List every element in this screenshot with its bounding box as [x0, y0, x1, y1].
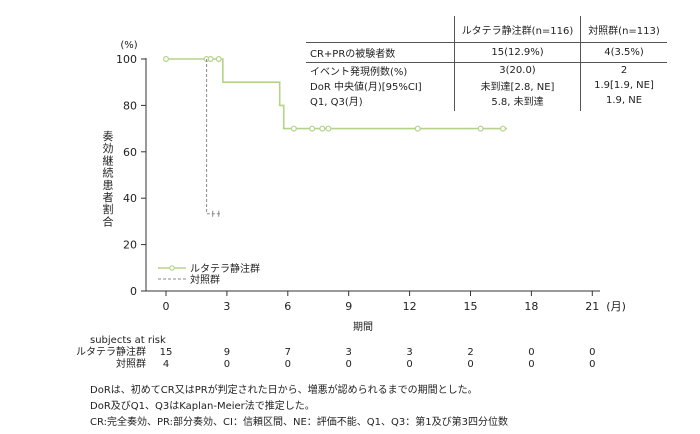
censor-mark-0	[477, 125, 484, 132]
x-tick-label: 3	[223, 300, 230, 313]
risk-cell: 0	[528, 347, 534, 358]
x-tick-label: 6	[284, 300, 291, 313]
row-label-cr-pr: CR+PRの被験者数	[306, 42, 455, 63]
risk-cell: 9	[224, 347, 230, 358]
col-header-treatment: ルタテラ静注群(n=116)	[454, 16, 581, 43]
risk-cell: 0	[467, 359, 473, 370]
dor-median-treatment: 未到達[2.8, NE]	[454, 78, 581, 93]
risk-cell: 3	[406, 347, 412, 358]
y-axis-label: 奏効継続患者割合	[103, 130, 114, 228]
censor-mark-0	[309, 125, 316, 132]
risk-cell: 2	[467, 347, 473, 358]
censor-mark-0	[499, 125, 506, 132]
y-tick-label: 60	[123, 146, 137, 159]
y-tick-label: 80	[123, 99, 137, 112]
risk-row-label: 対照群	[116, 357, 146, 370]
risk-header: subjects at risk	[90, 335, 166, 346]
x-tick-label: 15	[464, 300, 478, 313]
risk-cell: 3	[346, 347, 352, 358]
legend-marker-0	[169, 265, 175, 271]
risk-cell: 0	[224, 359, 230, 370]
x-tick-label: 21	[585, 300, 599, 313]
x-tick-label: 18	[524, 300, 538, 313]
col-header-control: 対照群(n=113)	[580, 16, 667, 43]
table-corner	[306, 16, 455, 43]
censor-mark-0	[163, 55, 170, 62]
x-unit-label: (月)	[606, 300, 626, 313]
risk-cell: 0	[528, 359, 534, 370]
x-tick-label: 12	[403, 300, 417, 313]
events-treatment: 3(20.0)	[454, 62, 581, 78]
quartiles-control: 1.9, NE	[580, 93, 667, 111]
x-ticks: 0 3 6 9 12 15 18 21 (月)	[163, 291, 626, 313]
footnote-2: DoR及びQ1、Q3はKaplan-Meier法で推定した。	[90, 401, 315, 412]
series-line-0	[166, 58, 508, 130]
series-group	[163, 55, 508, 217]
events-control: 2	[580, 62, 667, 78]
x-tick-label: 0	[163, 300, 170, 313]
cr-pr-control: 4(3.5%)	[580, 42, 667, 63]
risk-cell: 0	[589, 347, 595, 358]
x-tick-label: 9	[345, 300, 352, 313]
y-tick-label: 40	[123, 192, 137, 205]
y-ticks: 0 20 40 60 80 100	[116, 53, 146, 298]
y-tick-label: 100	[116, 53, 137, 66]
dor-median-control: 1.9[1.9, NE]	[580, 78, 667, 93]
risk-cell: 0	[346, 359, 352, 370]
censor-mark-0	[325, 125, 332, 132]
risk-cell: 0	[589, 359, 595, 370]
risk-cell: 4	[163, 359, 169, 370]
y-tick-label: 0	[130, 285, 137, 298]
series-line-1	[206, 59, 221, 215]
footnote-1: DoRは、初めてCR又はPRが判定された日から、増悪が認められるまでの期間とした…	[90, 385, 478, 396]
footnote-3: CR:完全奏効、PR:部分奏効、CI：信頼区間、NE：評価不能、Q1、Q3：第1…	[90, 417, 508, 428]
censor-mark-0	[290, 125, 297, 132]
y-unit-label: (%)	[120, 40, 137, 51]
censor-mark-0	[207, 55, 214, 62]
quartiles-treatment: 5.8, 未到達	[454, 93, 581, 111]
risk-cell: 0	[285, 359, 291, 370]
legend-label-1: 対照群	[190, 273, 220, 286]
summary-table: ルタテラ静注群(n=116) 対照群(n=113) CR+PRの被験者数 15(…	[306, 16, 667, 111]
row-label-events: イベント発現例数(%)	[310, 67, 408, 78]
risk-cell: 0	[406, 359, 412, 370]
x-axis-label: 期間	[353, 321, 373, 333]
censor-mark-0	[319, 125, 326, 132]
risk-cell: 7	[285, 347, 291, 358]
row-label-dor-median: DoR 中央値(月)[95%CI]	[310, 82, 422, 93]
legend-label-0: ルタテラ静注群	[190, 262, 260, 275]
cr-pr-treatment: 15(12.9%)	[454, 42, 581, 63]
censor-mark-0	[414, 125, 421, 132]
censor-mark-0	[215, 55, 222, 62]
y-tick-label: 20	[123, 239, 137, 252]
risk-row-label: ルタテラ静注群	[76, 345, 146, 358]
row-label-quartiles: Q1, Q3(月)	[310, 97, 363, 108]
risk-cell: 15	[160, 347, 173, 358]
